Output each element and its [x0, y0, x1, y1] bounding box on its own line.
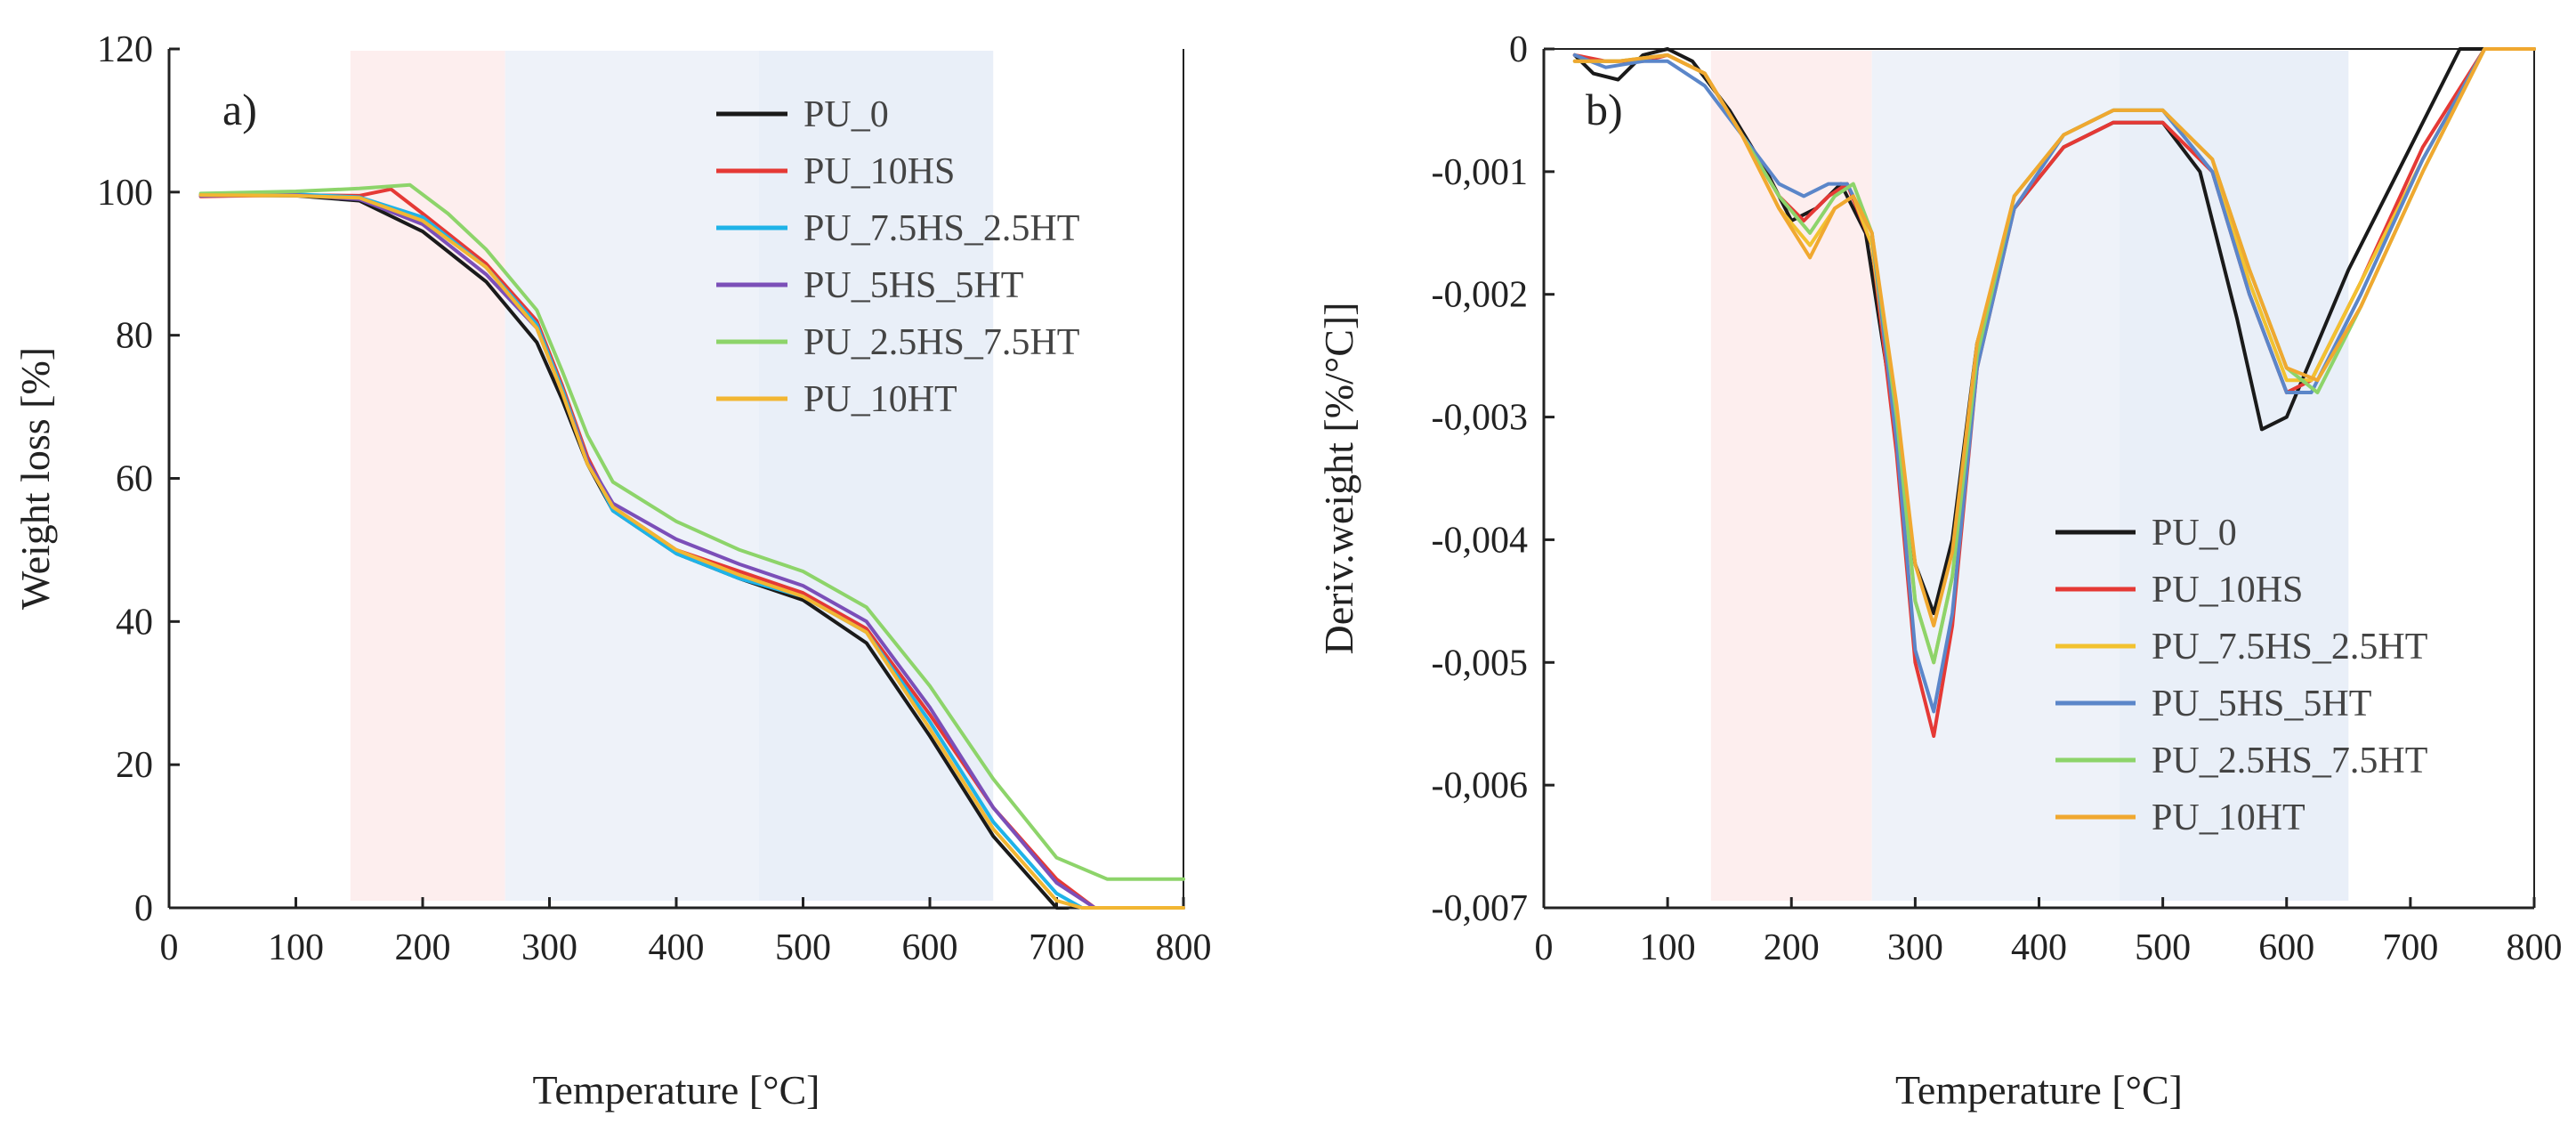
temperature-band-1: [350, 51, 505, 901]
y-tick-label: -0,006: [1432, 765, 1529, 806]
series-line-pu-2-5hs-7-5ht: [198, 182, 1185, 881]
legend-label: PU_7.5HS_2.5HT: [803, 208, 1079, 249]
x-tick-label: 200: [1764, 927, 1820, 968]
y-tick-label: -0,007: [1432, 888, 1529, 929]
y-axis-title: Deriv.weight [%/°C]]: [1316, 302, 1361, 654]
y-tick-label: 120: [97, 29, 153, 70]
legend-label: PU_10HT: [2152, 797, 2305, 838]
panel-a-weight-loss-chart: 0 100 200 300 400 500 600 700 800 0 20 40 60 80 100 120…: [12, 29, 1212, 1113]
temperature-band-2: [1871, 51, 2120, 901]
x-tick-label: 300: [1887, 927, 1943, 968]
legend: PU_0 PU_10HS PU_7.5HS_2.5HT PU_5HS_5HT PU_2.…: [716, 94, 1079, 420]
legend-label: PU_5HS_5HT: [803, 265, 1023, 306]
x-tick-label: 300: [521, 927, 577, 968]
x-tick-label: 600: [2258, 927, 2314, 968]
series-line-pu-5hs-5ht: [1572, 47, 2536, 714]
x-axis-title: Temperature [°C]: [533, 1067, 820, 1113]
y-tick-label: -0,004: [1432, 520, 1529, 561]
x-tick-label: 500: [2135, 927, 2191, 968]
y-tick-label: 60: [116, 459, 153, 500]
x-tick-label: 0: [1535, 927, 1554, 968]
x-tick-label: 800: [1156, 927, 1212, 968]
legend-label: PU_10HT: [803, 379, 957, 420]
series-line-pu-2-5hs-7-5ht: [1572, 47, 2536, 665]
series-line-pu-0: [1572, 47, 2536, 616]
x-tick-label: 700: [1029, 927, 1085, 968]
x-tick-label: 600: [902, 927, 958, 968]
y-tick-label: 40: [116, 602, 153, 643]
y-tick-label: -0,005: [1432, 643, 1529, 684]
series-line-pu-10ht: [198, 193, 1185, 910]
x-tick-label: 800: [2507, 927, 2563, 968]
series-group: [1572, 47, 2536, 738]
panel-b-derivative-weight-chart: 0 100 200 300 400 500 600 700 800 0 -0,001 -0,002 -0…: [1316, 29, 2563, 1113]
legend-label: PU_7.5HS_2.5HT: [2152, 627, 2427, 668]
x-tick-label: 400: [2011, 927, 2067, 968]
series-line-pu-10ht: [1572, 47, 2536, 627]
legend-label: PU_10HS: [803, 151, 955, 192]
x-tick-label: 700: [2382, 927, 2438, 968]
y-tick-label: 80: [116, 316, 153, 357]
y-axis-title: Weight loss [%]: [12, 347, 58, 610]
x-tick-label: 100: [268, 927, 324, 968]
x-tick-label: 400: [649, 927, 705, 968]
x-tick-label: 100: [1640, 927, 1696, 968]
legend-label: PU_10HS: [2152, 570, 2303, 611]
legend-label: PU_0: [803, 94, 889, 135]
temperature-band-2: [505, 51, 759, 901]
x-axis-title: Temperature [°C]: [1895, 1067, 2183, 1113]
x-tick-label: 200: [395, 927, 451, 968]
x-tick-label: 0: [160, 927, 179, 968]
panel-label: a): [222, 85, 257, 134]
series-line-pu-7-5hs-2-5ht: [198, 192, 1185, 910]
temperature-band-1: [1710, 51, 1872, 901]
legend-label: PU_2.5HS_7.5HT: [803, 322, 1079, 363]
y-tick-label: 20: [116, 745, 153, 786]
panel-label: b): [1586, 85, 1623, 134]
y-tick-label: 100: [97, 173, 153, 214]
legend-label: PU_0: [2152, 513, 2237, 554]
y-tick-label: -0,001: [1432, 152, 1529, 193]
y-tick-label: -0,002: [1432, 275, 1529, 316]
y-tick-label: 0: [1509, 29, 1528, 70]
legend: PU_0 PU_10HS PU_7.5HS_2.5HT PU_5HS_5HT PU_2.…: [2055, 513, 2427, 838]
y-tick-label: 0: [134, 888, 153, 929]
legend-label: PU_5HS_5HT: [2152, 684, 2371, 724]
series-line-pu-5hs-5ht: [198, 193, 1185, 910]
temperature-band-3: [2119, 51, 2349, 901]
y-tick-label: -0,003: [1432, 398, 1529, 439]
series-group: [198, 182, 1185, 910]
legend-label: PU_2.5HS_7.5HT: [2152, 740, 2427, 781]
x-tick-label: 500: [775, 927, 831, 968]
